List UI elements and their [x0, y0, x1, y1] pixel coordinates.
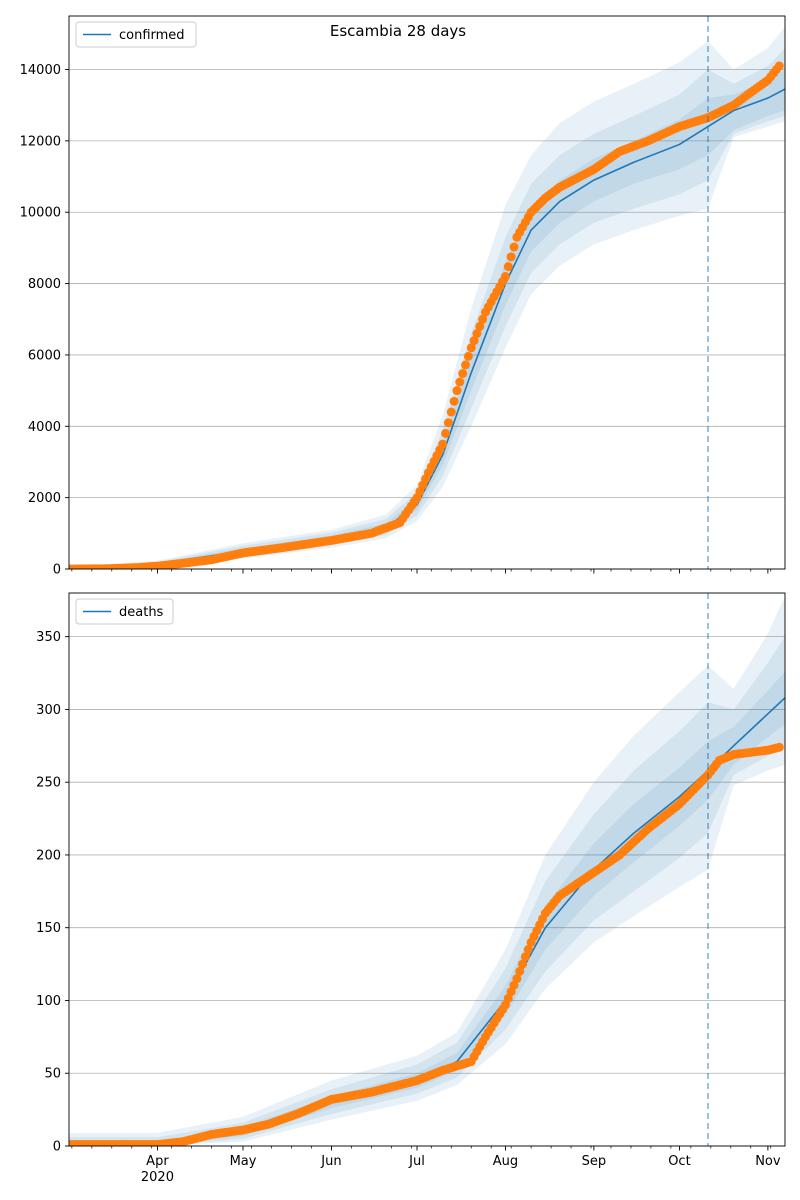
observed-point — [475, 321, 485, 331]
observed-point — [520, 952, 530, 962]
observed-point — [774, 742, 784, 752]
y-tick-label: 8000 — [28, 277, 61, 292]
observed-point — [469, 336, 479, 346]
x-tick-label: May — [230, 1154, 257, 1169]
observed-point — [478, 314, 488, 324]
axes-frame — [68, 592, 786, 1147]
y-tick-label: 14000 — [20, 63, 61, 78]
observed-point — [446, 407, 456, 417]
y-tick-label: 10000 — [20, 206, 61, 221]
observed-point — [466, 343, 476, 353]
plot-area — [69, 26, 785, 569]
observed-point — [506, 252, 516, 262]
observed-point — [472, 329, 482, 339]
observed-point — [461, 360, 471, 370]
x-tick-label: Jun — [320, 1154, 341, 1169]
uncertainty-band — [69, 69, 785, 569]
y-tick-label: 6000 — [28, 348, 61, 363]
y-tick-label: 0 — [53, 1140, 61, 1155]
observed-point — [441, 428, 451, 438]
y-tick-label: 350 — [36, 630, 61, 645]
observed-point — [518, 959, 528, 969]
y-tick-label: 100 — [36, 994, 61, 1009]
x-tick-label: Nov — [755, 1154, 781, 1169]
x-tick-label: Apr — [146, 1154, 169, 1169]
y-tick-label: 200 — [36, 848, 61, 863]
y-tick-label: 12000 — [20, 134, 61, 149]
y-tick-label: 4000 — [28, 420, 61, 435]
uncertainty-band — [69, 48, 785, 569]
legend-box — [75, 598, 174, 625]
observed-point — [500, 271, 510, 281]
observed-point — [449, 396, 459, 406]
uncertainty-band — [69, 595, 785, 1146]
observed-point — [455, 377, 465, 387]
plot-area — [69, 595, 785, 1146]
legend: confirmed — [75, 21, 197, 48]
figure-title: Escambia 28 days — [330, 22, 466, 40]
legend: deaths — [75, 598, 174, 625]
axes-frame — [68, 15, 786, 570]
y-tick-label: 150 — [36, 921, 61, 936]
observed-point — [438, 439, 448, 449]
observed-point — [774, 61, 784, 71]
observed-point — [443, 418, 453, 428]
y-tick-label: 300 — [36, 703, 61, 718]
legend-label: confirmed — [119, 28, 185, 43]
observed-point — [509, 242, 519, 252]
observed-point — [515, 966, 525, 976]
observed-point — [523, 945, 533, 955]
legend-label: deaths — [119, 605, 164, 620]
x-tick-label: Aug — [493, 1154, 518, 1169]
legend-box — [75, 21, 197, 48]
observed-points — [69, 61, 784, 569]
observed-point — [503, 262, 513, 272]
x-tick-sublabel: 2020 — [141, 1170, 174, 1185]
confirmed-panel: 0 2000 4000 6000 8000 10000 12000 14000 confirme… — [20, 15, 786, 578]
observed-point — [452, 386, 462, 396]
y-tick-label: 50 — [44, 1067, 61, 1082]
observed-point — [512, 974, 522, 984]
y-tick-label: 2000 — [28, 491, 61, 506]
observed-point — [463, 351, 473, 361]
x-tick-label: Oct — [668, 1154, 690, 1169]
x-tick-label: Jul — [408, 1154, 425, 1169]
y-tick-label: 250 — [36, 776, 61, 791]
y-tick-label: 0 — [53, 563, 61, 578]
observed-point — [458, 368, 468, 378]
observed-points — [69, 742, 784, 1146]
x-tick-label: Sep — [582, 1154, 607, 1169]
